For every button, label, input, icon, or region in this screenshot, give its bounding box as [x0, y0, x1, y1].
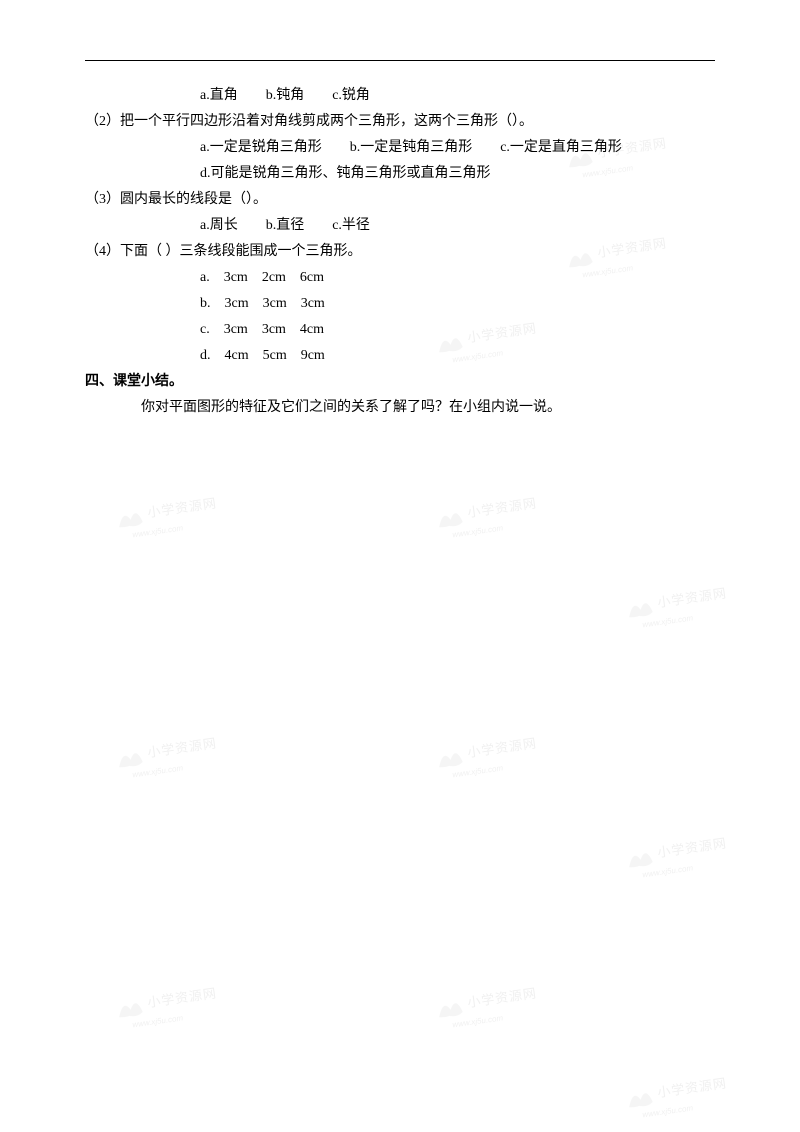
svg-text:www.xj5u.com: www.xj5u.com [452, 1013, 504, 1029]
q4-option-d: d. 4cm 5cm 9cm [85, 343, 715, 369]
svg-text:www.xj5u.com: www.xj5u.com [452, 763, 504, 779]
watermark: 小学资源网 www.xj5u.com [427, 972, 553, 1038]
svg-text:小学资源网: 小学资源网 [466, 985, 537, 1010]
horizontal-rule [85, 60, 715, 61]
watermark: 小学资源网 www.xj5u.com [427, 722, 553, 788]
svg-text:小学资源网: 小学资源网 [466, 495, 537, 520]
svg-text:小学资源网: 小学资源网 [146, 495, 217, 520]
question-2: （2）把一个平行四边形沿着对角线剪成两个三角形，这两个三角形（）。 [85, 109, 715, 135]
q2-options-line2: d.可能是锐角三角形、钝角三角形或直角三角形 [85, 161, 715, 187]
q2-options-line1: a.一定是锐角三角形 b.一定是钝角三角形 c.一定是直角三角形 [85, 135, 715, 161]
watermark: 小学资源网 www.xj5u.com [107, 482, 233, 548]
watermark: 小学资源网 www.xj5u.com [617, 572, 743, 638]
document-content: a.直角 b.钝角 c.锐角 （2）把一个平行四边形沿着对角线剪成两个三角形，这… [85, 83, 715, 421]
svg-text:www.xj5u.com: www.xj5u.com [132, 763, 184, 779]
q1-options: a.直角 b.钝角 c.锐角 [85, 83, 715, 109]
q3-options: a.周长 b.直径 c.半径 [85, 213, 715, 239]
svg-text:www.xj5u.com: www.xj5u.com [132, 1013, 184, 1029]
q4-option-a: a. 3cm 2cm 6cm [85, 265, 715, 291]
svg-text:www.xj5u.com: www.xj5u.com [452, 523, 504, 539]
q4-option-c: c. 3cm 3cm 4cm [85, 317, 715, 343]
svg-text:小学资源网: 小学资源网 [656, 585, 727, 610]
question-4: （4）下面（ ）三条线段能围成一个三角形。 [85, 239, 715, 265]
watermark: 小学资源网 www.xj5u.com [427, 482, 553, 548]
svg-text:www.xj5u.com: www.xj5u.com [642, 863, 694, 879]
svg-text:小学资源网: 小学资源网 [146, 735, 217, 760]
svg-text:小学资源网: 小学资源网 [146, 985, 217, 1010]
section-four-heading: 四、课堂小结。 [85, 369, 715, 395]
question-3: （3）圆内最长的线段是（）。 [85, 187, 715, 213]
watermark: 小学资源网 www.xj5u.com [617, 822, 743, 888]
svg-text:www.xj5u.com: www.xj5u.com [642, 613, 694, 629]
summary-text: 你对平面图形的特征及它们之间的关系了解了吗？在小组内说一说。 [85, 395, 715, 421]
svg-text:小学资源网: 小学资源网 [466, 735, 537, 760]
q4-option-b: b. 3cm 3cm 3cm [85, 291, 715, 317]
svg-text:小学资源网: 小学资源网 [656, 1075, 727, 1100]
watermark: 小学资源网 www.xj5u.com [617, 1062, 743, 1128]
watermark: 小学资源网 www.xj5u.com [107, 722, 233, 788]
svg-text:小学资源网: 小学资源网 [656, 835, 727, 860]
watermark: 小学资源网 www.xj5u.com [107, 972, 233, 1038]
svg-text:www.xj5u.com: www.xj5u.com [132, 523, 184, 539]
svg-text:www.xj5u.com: www.xj5u.com [642, 1103, 694, 1119]
